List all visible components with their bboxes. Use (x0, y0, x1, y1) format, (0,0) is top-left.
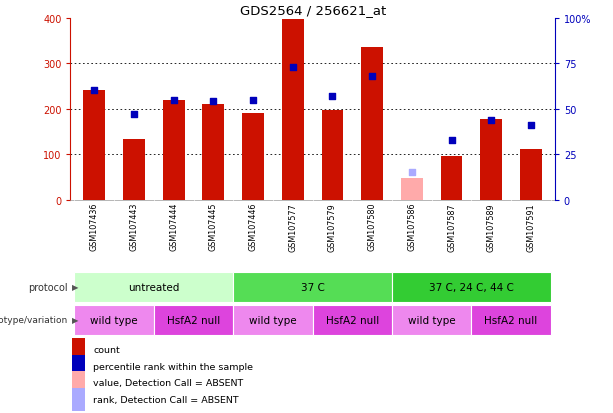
Point (447, 137, 457, 144)
Bar (471, 305, 551, 335)
Bar (282, 19, 303, 200)
Bar (72, 355, 85, 378)
Bar (74, 272, 233, 302)
Text: GSM107589: GSM107589 (487, 202, 496, 251)
Point (169, 97, 178, 104)
Bar (361, 48, 383, 200)
Text: percentile rank within the sample: percentile rank within the sample (93, 362, 253, 371)
Bar (72, 371, 85, 394)
Text: GSM107580: GSM107580 (368, 202, 376, 251)
Bar (242, 114, 264, 200)
Text: GSM107445: GSM107445 (209, 202, 218, 251)
Text: HsfA2 null: HsfA2 null (167, 315, 220, 325)
Title: GDS2564 / 256621_at: GDS2564 / 256621_at (240, 5, 386, 17)
Bar (123, 140, 145, 200)
Text: HsfA2 null: HsfA2 null (326, 315, 379, 325)
Point (288, 64, 298, 71)
Point (248, 97, 258, 104)
Text: rank, Detection Call = ABSENT: rank, Detection Call = ABSENT (93, 395, 239, 404)
Bar (322, 111, 343, 200)
Bar (233, 272, 392, 302)
Point (486, 117, 496, 123)
Bar (401, 178, 423, 200)
Bar (481, 119, 502, 200)
Text: value, Detection Call = ABSENT: value, Detection Call = ABSENT (93, 378, 243, 387)
Text: count: count (93, 345, 120, 354)
Text: ▶: ▶ (72, 316, 78, 325)
Text: ▶: ▶ (72, 282, 78, 292)
Text: GSM107587: GSM107587 (447, 202, 456, 251)
Bar (83, 91, 105, 200)
Text: wild type: wild type (90, 315, 138, 325)
Point (129, 112, 139, 118)
Point (89, 88, 99, 95)
Text: HsfA2 null: HsfA2 null (484, 315, 538, 325)
Text: wild type: wild type (249, 315, 297, 325)
Text: GSM107577: GSM107577 (288, 202, 297, 251)
Text: GSM107586: GSM107586 (408, 202, 416, 251)
Text: 37 C: 37 C (301, 282, 324, 292)
Bar (72, 388, 85, 411)
Text: wild type: wild type (408, 315, 455, 325)
Text: GSM107591: GSM107591 (527, 202, 535, 251)
Point (407, 170, 417, 176)
Bar (163, 100, 185, 200)
Bar (154, 305, 233, 335)
Text: genotype/variation: genotype/variation (0, 316, 67, 325)
Point (327, 93, 337, 100)
Text: GSM107436: GSM107436 (90, 202, 99, 251)
Text: GSM107446: GSM107446 (249, 202, 257, 251)
Bar (72, 338, 85, 361)
Point (526, 123, 536, 129)
Text: 37 C, 24 C, 44 C: 37 C, 24 C, 44 C (429, 282, 514, 292)
Bar (313, 305, 392, 335)
Bar (202, 105, 224, 200)
Point (208, 99, 218, 105)
Bar (520, 150, 542, 200)
Bar (441, 156, 462, 200)
Bar (233, 305, 313, 335)
Text: protocol: protocol (28, 282, 67, 292)
Text: GSM107579: GSM107579 (328, 202, 337, 251)
Point (367, 74, 377, 80)
Bar (392, 272, 551, 302)
Bar (74, 305, 154, 335)
Text: GSM107443: GSM107443 (129, 202, 139, 251)
Text: untreated: untreated (128, 282, 180, 292)
Bar (392, 305, 471, 335)
Text: GSM107444: GSM107444 (169, 202, 178, 251)
